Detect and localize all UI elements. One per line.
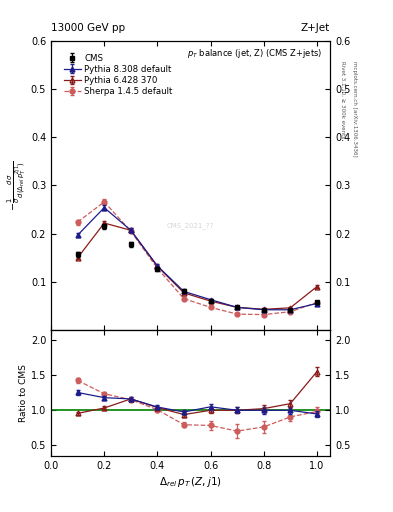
Text: $p_T$ balance (jet, Z) (CMS Z+jets): $p_T$ balance (jet, Z) (CMS Z+jets): [187, 47, 322, 60]
Text: CMS_2021_??: CMS_2021_??: [167, 223, 214, 229]
Legend: CMS, Pythia 8.308 default, Pythia 6.428 370, Sherpa 1.4.5 default: CMS, Pythia 8.308 default, Pythia 6.428 …: [60, 50, 176, 99]
X-axis label: $\Delta_{rel}\,p_T\,(Z,j1)$: $\Delta_{rel}\,p_T\,(Z,j1)$: [159, 475, 222, 489]
Text: Rivet 3.1.10, ≥ 300k events: Rivet 3.1.10, ≥ 300k events: [340, 61, 345, 139]
Text: mcplots.cern.ch [arXiv:1306.3436]: mcplots.cern.ch [arXiv:1306.3436]: [352, 61, 357, 157]
Text: 13000 GeV pp: 13000 GeV pp: [51, 23, 125, 33]
Y-axis label: Ratio to CMS: Ratio to CMS: [19, 364, 28, 422]
Y-axis label: $-\frac{1}{\sigma}\frac{d\sigma}{d(\Delta_{rel}\,p_T^{Zj1})}$: $-\frac{1}{\sigma}\frac{d\sigma}{d(\Delt…: [6, 160, 28, 210]
Text: Z+Jet: Z+Jet: [301, 23, 330, 33]
